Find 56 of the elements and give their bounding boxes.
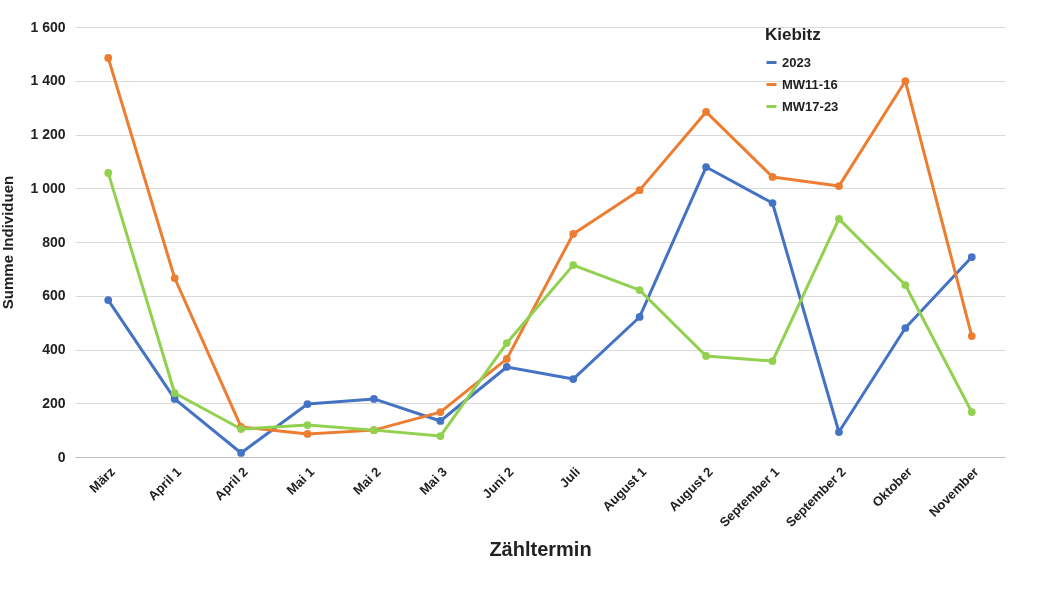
point (702, 352, 710, 360)
point (303, 421, 312, 429)
point (436, 417, 445, 425)
y-tick-label: 600 (42, 287, 66, 304)
point (569, 375, 578, 383)
point (104, 296, 113, 304)
y-tick-label: 1 000 (30, 179, 66, 196)
point (104, 54, 113, 62)
point (436, 408, 445, 416)
legend-label: 2023 (782, 54, 811, 70)
point (967, 332, 976, 340)
x-tick-label: Juli (556, 464, 583, 491)
y-tick-label: 1 600 (30, 18, 66, 35)
y-tick-label: 1 200 (30, 126, 66, 142)
point (303, 430, 312, 438)
x-tick-label: Mai 3 (416, 464, 451, 498)
point (635, 286, 644, 294)
legend-label: MW17-23 (782, 98, 839, 114)
y-tick-label: 800 (42, 233, 66, 250)
point (237, 449, 245, 457)
point (569, 261, 578, 269)
point (502, 355, 511, 363)
y-axis-title: Summe Individuen (0, 175, 17, 310)
point (835, 428, 843, 436)
point (436, 432, 445, 440)
point (635, 186, 644, 194)
point (370, 395, 378, 403)
point (170, 274, 179, 282)
point (170, 389, 179, 397)
point (768, 173, 777, 181)
point (502, 339, 511, 347)
legend-label: MW11-16 (782, 76, 838, 92)
x-tick-label: Mai 1 (283, 464, 318, 498)
x-axis-title: Zähltermin (489, 537, 592, 560)
y-tick-label: 200 (42, 394, 66, 411)
point (967, 253, 976, 261)
point (702, 108, 710, 116)
point (901, 77, 910, 85)
x-tick-label: Mai 2 (350, 464, 384, 498)
point (967, 408, 976, 416)
point (303, 400, 312, 408)
point (569, 230, 578, 238)
point (702, 163, 710, 171)
point (901, 324, 910, 332)
point (768, 199, 777, 207)
point (835, 182, 843, 190)
point (835, 215, 843, 223)
y-tick-label: 400 (42, 341, 66, 357)
legend-title: Kiebitz (765, 25, 821, 44)
point (502, 363, 511, 371)
point (901, 281, 910, 289)
y-tick-label: 0 (57, 448, 66, 465)
point (635, 313, 644, 321)
point (768, 357, 777, 365)
point (104, 169, 113, 177)
y-tick-label: 1 400 (30, 72, 66, 89)
